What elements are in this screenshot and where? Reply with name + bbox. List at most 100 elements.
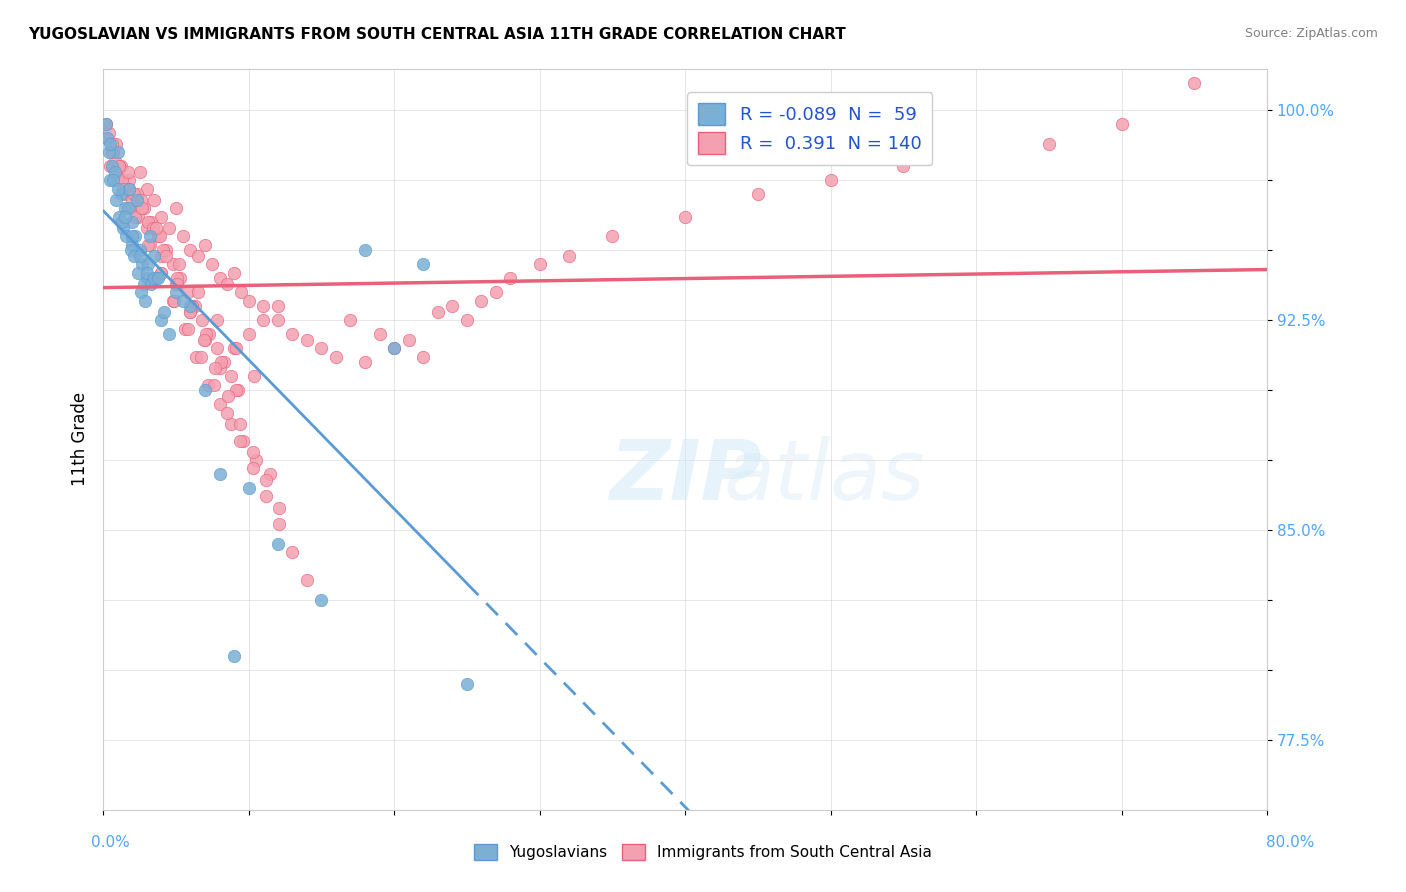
Point — [148, 229, 170, 244]
Point — [295, 574, 318, 588]
Point — [259, 467, 281, 481]
Point — [111, 173, 134, 187]
Point — [142, 221, 165, 235]
Point — [152, 244, 174, 258]
Point — [112, 182, 135, 196]
Point — [118, 182, 141, 196]
Point — [354, 355, 377, 369]
Point — [470, 293, 492, 308]
Point — [205, 313, 228, 327]
Point — [97, 145, 120, 160]
Text: ZIP: ZIP — [609, 435, 762, 516]
Point — [115, 182, 138, 196]
Point — [499, 271, 522, 285]
Point — [295, 333, 318, 347]
Point — [820, 173, 842, 187]
Point — [150, 266, 173, 280]
Point — [229, 417, 252, 431]
Point — [129, 193, 152, 207]
Point — [673, 210, 696, 224]
Point — [176, 321, 198, 335]
Point — [143, 271, 166, 285]
Point — [254, 490, 277, 504]
Point — [382, 341, 405, 355]
Text: Source: ZipAtlas.com: Source: ZipAtlas.com — [1244, 27, 1378, 40]
Point — [190, 350, 212, 364]
Point — [529, 257, 551, 271]
Point — [311, 593, 333, 607]
Point — [368, 327, 391, 342]
Point — [107, 165, 129, 179]
Point — [412, 350, 434, 364]
Point — [222, 648, 245, 663]
Point — [135, 271, 157, 285]
Point — [184, 299, 207, 313]
Point — [110, 160, 132, 174]
Point — [205, 341, 228, 355]
Point — [208, 360, 231, 375]
Point — [138, 237, 160, 252]
Point — [269, 517, 291, 532]
Point — [208, 467, 231, 481]
Point — [101, 136, 124, 151]
Point — [167, 257, 190, 271]
Point — [204, 360, 226, 375]
Point — [129, 285, 152, 300]
Point — [238, 327, 260, 342]
Point — [138, 229, 160, 244]
Point — [229, 434, 252, 448]
Point — [157, 221, 180, 235]
Point — [281, 545, 304, 559]
Point — [243, 369, 266, 384]
Point — [150, 249, 173, 263]
Y-axis label: 11th Grade: 11th Grade — [72, 392, 89, 486]
Point — [104, 165, 127, 179]
Point — [124, 229, 146, 244]
Point — [179, 244, 201, 258]
Point — [104, 153, 127, 168]
Point — [114, 187, 136, 202]
Point — [111, 215, 134, 229]
Point — [198, 327, 221, 342]
Point — [252, 313, 274, 327]
Point — [225, 341, 247, 355]
Point — [136, 257, 159, 271]
Point — [194, 333, 217, 347]
Point — [242, 444, 264, 458]
Point — [143, 249, 166, 263]
Point — [179, 299, 201, 313]
Point — [1111, 118, 1133, 132]
Point — [122, 187, 145, 202]
Point — [110, 187, 132, 202]
Point — [108, 160, 131, 174]
Text: YUGOSLAVIAN VS IMMIGRANTS FROM SOUTH CENTRAL ASIA 11TH GRADE CORRELATION CHART: YUGOSLAVIAN VS IMMIGRANTS FROM SOUTH CEN… — [28, 27, 846, 42]
Point — [193, 333, 215, 347]
Point — [354, 244, 377, 258]
Point — [149, 229, 172, 244]
Point — [155, 249, 177, 263]
Point — [121, 215, 143, 229]
Point — [267, 299, 290, 313]
Point — [1182, 75, 1205, 89]
Point — [162, 293, 184, 308]
Point — [117, 165, 139, 179]
Point — [100, 160, 122, 174]
Point — [208, 397, 231, 411]
Point — [339, 313, 361, 327]
Point — [101, 160, 124, 174]
Point — [222, 341, 245, 355]
Point — [136, 237, 159, 252]
Point — [114, 210, 136, 224]
Point — [94, 118, 117, 132]
Point — [398, 333, 420, 347]
Point — [1038, 136, 1060, 151]
Point — [105, 193, 128, 207]
Point — [131, 257, 153, 271]
Point — [139, 215, 162, 229]
Point — [165, 285, 187, 300]
Text: 0.0%: 0.0% — [91, 836, 131, 850]
Point — [311, 341, 333, 355]
Point — [134, 293, 156, 308]
Point — [118, 182, 141, 196]
Point — [155, 244, 177, 258]
